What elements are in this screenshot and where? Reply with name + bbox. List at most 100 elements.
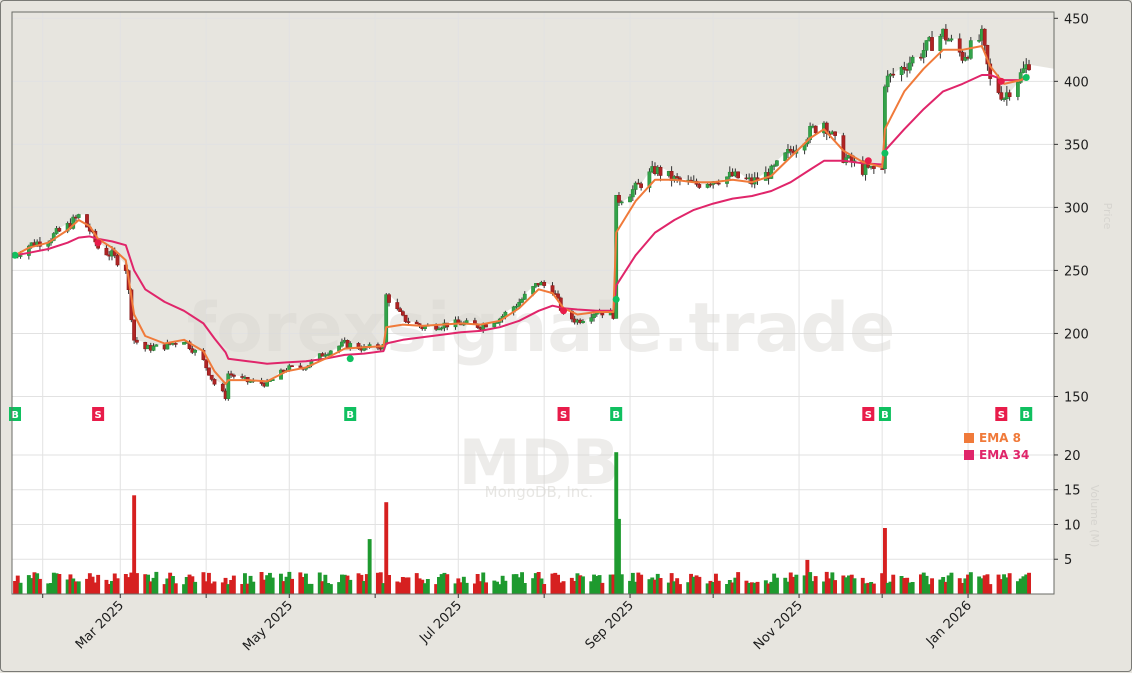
- candle-body: [229, 373, 234, 376]
- volume-bar: [187, 574, 192, 594]
- price-tick-label: 350: [1064, 138, 1089, 153]
- candle-body: [924, 40, 929, 51]
- volume-bar: [378, 572, 383, 594]
- volume-bar: [575, 573, 580, 594]
- volume-bar: [996, 574, 1001, 594]
- volume-bar: [611, 574, 616, 594]
- signal-badge-bg: [557, 407, 570, 421]
- volume-bar: [65, 579, 70, 594]
- volume-bar: [531, 578, 536, 594]
- volume-bar: [456, 578, 461, 594]
- volume-bar: [686, 582, 691, 594]
- buy-signal-dot: [11, 251, 19, 259]
- volume-bar: [35, 573, 40, 594]
- volume-bar: [279, 573, 283, 594]
- volume-bar: [938, 579, 943, 594]
- watermark-site: forexsignale.trade: [187, 289, 896, 368]
- volume-bar: [301, 577, 306, 594]
- candle-body: [946, 39, 951, 42]
- volume-bar: [669, 573, 674, 594]
- signal-badge-label: B: [346, 410, 354, 421]
- volume-bar: [569, 577, 574, 594]
- volume-bar: [517, 577, 522, 594]
- volume-bar: [533, 573, 538, 594]
- volume-bar: [265, 575, 270, 594]
- volume-bar: [775, 577, 779, 594]
- volume-bar: [1016, 581, 1020, 594]
- candle-body: [522, 293, 527, 300]
- candle-body: [697, 184, 702, 188]
- volume-bar: [539, 578, 544, 594]
- volume-bar: [744, 580, 749, 594]
- volume-bar: [655, 573, 660, 594]
- volume-bar: [15, 575, 20, 594]
- signal-badge-label: S: [998, 410, 1005, 421]
- volume-bar: [425, 579, 430, 594]
- candle-body: [658, 167, 663, 176]
- volume-bars: [13, 452, 1031, 594]
- volume-bar: [417, 578, 422, 594]
- candle-body: [639, 183, 644, 188]
- volume-bar: [572, 581, 577, 594]
- sell-signal-dot: [560, 307, 568, 315]
- volume-bar: [708, 580, 713, 594]
- volume-bar: [38, 578, 42, 594]
- candle-body: [899, 67, 904, 76]
- volume-bar: [326, 583, 330, 594]
- volume-bar: [398, 582, 403, 594]
- candle-body: [999, 92, 1004, 100]
- legend-swatch: [964, 450, 974, 460]
- candle-body: [949, 38, 954, 41]
- volume-bar: [788, 572, 793, 594]
- volume-bar: [752, 582, 757, 594]
- volume-bar: [733, 577, 738, 594]
- volume-bar: [808, 572, 813, 594]
- volume-bar: [473, 583, 477, 594]
- buy-signal-dot: [881, 149, 889, 157]
- volume-bar: [869, 582, 874, 594]
- volume-bar: [93, 582, 98, 594]
- volume-bar: [772, 573, 777, 594]
- candle-body: [298, 365, 303, 368]
- volume-bar: [287, 571, 292, 594]
- candle-body: [938, 35, 943, 51]
- candle-body: [630, 189, 635, 198]
- candle-body: [919, 56, 923, 59]
- candle-body: [982, 28, 987, 46]
- volume-tick-label: 5: [1064, 553, 1072, 568]
- volume-bar: [1002, 574, 1006, 594]
- candle-body: [1018, 72, 1023, 83]
- volume-bar: [49, 583, 53, 594]
- volume-bar: [298, 572, 303, 594]
- volume-bar: [689, 573, 693, 594]
- candle-body: [1027, 64, 1031, 71]
- volume-bar: [944, 581, 948, 594]
- candle-body: [556, 293, 560, 299]
- candle-body: [716, 182, 721, 185]
- buy-signal-dot: [1022, 74, 1030, 82]
- volume-bar: [891, 574, 896, 594]
- volume-bar: [617, 518, 621, 594]
- volume-tick-label: 10: [1064, 518, 1081, 533]
- candle-body: [783, 152, 788, 161]
- signal-badge-bg: [878, 407, 891, 421]
- volume-bar: [54, 573, 59, 594]
- volume-bar: [434, 584, 439, 594]
- candle-body: [963, 56, 968, 61]
- candle-body: [220, 383, 225, 392]
- volume-bar: [251, 581, 256, 594]
- volume-bar: [653, 579, 657, 594]
- volume-bar: [1018, 578, 1023, 594]
- volume-bar: [259, 572, 264, 594]
- candle-body: [930, 37, 934, 51]
- volume-bar: [384, 502, 389, 594]
- volume-bar: [982, 575, 987, 594]
- volume-bar: [841, 575, 846, 594]
- signal-badge-bg: [1020, 407, 1033, 421]
- volume-bar: [985, 574, 990, 594]
- volume-bar: [716, 580, 721, 594]
- volume-bar: [445, 574, 450, 594]
- volume-bar: [783, 577, 788, 594]
- volume-bar: [381, 583, 386, 594]
- volume-bar: [76, 581, 81, 594]
